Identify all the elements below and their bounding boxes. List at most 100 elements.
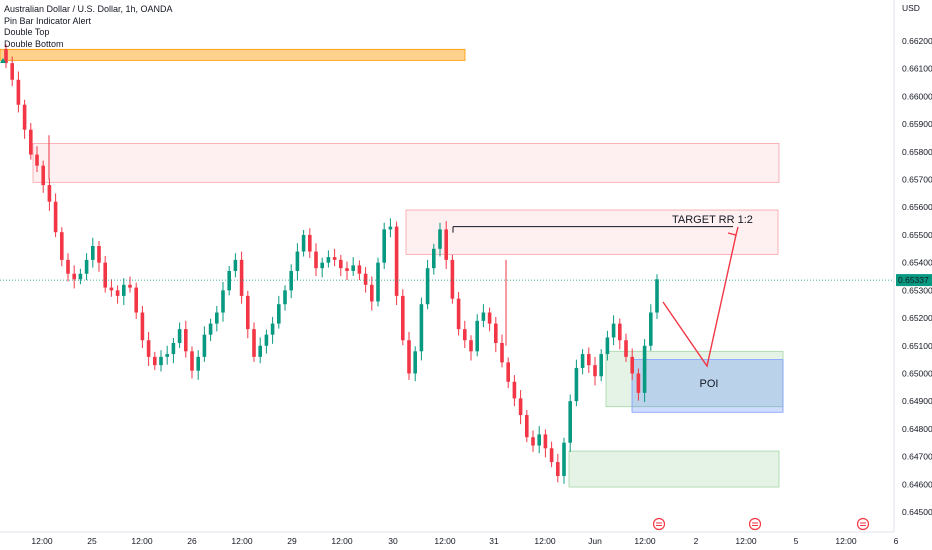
candle-body[interactable] bbox=[122, 284, 126, 296]
indicator-pin-bar[interactable]: Pin Bar Indicator Alert bbox=[4, 15, 92, 26]
candle-body[interactable] bbox=[655, 279, 659, 313]
candle-body[interactable] bbox=[91, 246, 95, 260]
candle-body[interactable] bbox=[146, 340, 151, 357]
candle-body[interactable] bbox=[115, 290, 120, 296]
candle-body[interactable] bbox=[351, 265, 355, 271]
candle-body[interactable] bbox=[574, 367, 579, 402]
candle-body[interactable] bbox=[289, 270, 293, 291]
candle-body[interactable] bbox=[531, 437, 535, 446]
candle-body[interactable] bbox=[413, 351, 417, 374]
candle-body[interactable] bbox=[295, 251, 300, 271]
candle-body[interactable] bbox=[580, 354, 585, 368]
candle-body[interactable] bbox=[370, 284, 374, 302]
candle-body[interactable] bbox=[537, 434, 541, 446]
candle-body[interactable] bbox=[140, 312, 145, 341]
candle-body[interactable] bbox=[10, 63, 14, 80]
candle-body[interactable] bbox=[345, 268, 349, 271]
poi-green-zone[interactable] bbox=[605, 350, 784, 408]
candle-body[interactable] bbox=[487, 312, 492, 324]
candle-body[interactable] bbox=[469, 340, 473, 352]
candle-body[interactable] bbox=[97, 246, 101, 263]
candle-body[interactable] bbox=[456, 298, 461, 330]
candle-body[interactable] bbox=[320, 262, 324, 269]
candle-body[interactable] bbox=[134, 287, 138, 313]
candle-body[interactable] bbox=[246, 295, 250, 330]
candle-body[interactable] bbox=[506, 362, 510, 382]
candle-body[interactable] bbox=[618, 323, 622, 341]
candle-body[interactable] bbox=[196, 356, 200, 371]
us-flag-icon[interactable] bbox=[856, 517, 870, 531]
candle-body[interactable] bbox=[41, 165, 45, 186]
candle-body[interactable] bbox=[339, 259, 343, 269]
candle-body[interactable] bbox=[72, 273, 76, 280]
candle-body[interactable] bbox=[425, 268, 430, 305]
candle-body[interactable] bbox=[394, 226, 399, 296]
candle-body[interactable] bbox=[171, 342, 176, 355]
us-flag-icon[interactable] bbox=[748, 517, 762, 531]
candle-body[interactable] bbox=[29, 129, 33, 155]
candle-body[interactable] bbox=[450, 259, 455, 299]
candle-body[interactable] bbox=[438, 229, 442, 249]
candle-body[interactable] bbox=[556, 462, 560, 476]
candle-body[interactable] bbox=[252, 329, 256, 357]
target-zone[interactable] bbox=[405, 209, 779, 255]
candle-body[interactable] bbox=[636, 373, 641, 393]
candle-body[interactable] bbox=[4, 49, 8, 64]
candle-body[interactable] bbox=[630, 356, 634, 374]
candle-body[interactable] bbox=[22, 104, 27, 130]
candle-body[interactable] bbox=[593, 365, 597, 377]
candle-body[interactable] bbox=[202, 334, 207, 357]
candle-body[interactable] bbox=[221, 290, 225, 313]
candle-body[interactable] bbox=[177, 329, 182, 343]
candle-body[interactable] bbox=[475, 320, 479, 352]
candle-body[interactable] bbox=[233, 259, 238, 271]
candle-body[interactable] bbox=[109, 287, 114, 291]
candle-body[interactable] bbox=[35, 154, 39, 166]
candle-body[interactable] bbox=[444, 229, 448, 260]
candle-body[interactable] bbox=[463, 329, 467, 341]
candle-body[interactable] bbox=[500, 342, 504, 363]
candle-body[interactable] bbox=[208, 323, 213, 335]
candle-body[interactable] bbox=[277, 304, 281, 324]
demand-zone[interactable] bbox=[568, 450, 780, 488]
candle-body[interactable] bbox=[624, 340, 628, 357]
candle-body[interactable] bbox=[53, 201, 58, 233]
candle-body[interactable] bbox=[227, 270, 231, 291]
candle-body[interactable] bbox=[376, 262, 380, 302]
candle-body[interactable] bbox=[605, 337, 610, 355]
supply-zone[interactable] bbox=[32, 143, 780, 183]
candle-body[interactable] bbox=[587, 354, 591, 366]
symbol-title[interactable]: Australian Dollar / U.S. Dollar, 1h, OAN… bbox=[4, 4, 173, 14]
resistance-zone[interactable] bbox=[0, 48, 466, 61]
candle-body[interactable] bbox=[270, 323, 275, 335]
candle-body[interactable] bbox=[301, 234, 306, 252]
candle-body[interactable] bbox=[388, 226, 393, 230]
candle-body[interactable] bbox=[84, 259, 89, 274]
candle-body[interactable] bbox=[47, 185, 52, 202]
candle-body[interactable] bbox=[332, 257, 337, 260]
indicator-double-top[interactable]: Double Top bbox=[4, 27, 50, 37]
candle-body[interactable] bbox=[562, 442, 566, 476]
candle-body[interactable] bbox=[357, 265, 362, 274]
poi-blue-zone[interactable] bbox=[631, 359, 784, 413]
candle-body[interactable] bbox=[382, 229, 386, 263]
candle-body[interactable] bbox=[432, 248, 436, 269]
candle-body[interactable] bbox=[326, 257, 331, 263]
candle-body[interactable] bbox=[239, 259, 244, 296]
candle-body[interactable] bbox=[543, 434, 548, 449]
candle-body[interactable] bbox=[363, 273, 368, 285]
candle-body[interactable] bbox=[407, 340, 411, 374]
candle-body[interactable] bbox=[481, 312, 486, 321]
candle-body[interactable] bbox=[512, 381, 517, 399]
candle-body[interactable] bbox=[525, 415, 529, 438]
candle-body[interactable] bbox=[549, 448, 554, 463]
candle-body[interactable] bbox=[599, 354, 603, 377]
candle-body[interactable] bbox=[153, 356, 157, 366]
candle-body[interactable] bbox=[264, 334, 269, 346]
candle-body[interactable] bbox=[419, 304, 424, 352]
candle-body[interactable] bbox=[258, 345, 262, 357]
candle-body[interactable] bbox=[283, 290, 287, 305]
candle-body[interactable] bbox=[66, 259, 70, 274]
candle-body[interactable] bbox=[518, 398, 523, 416]
candle-body[interactable] bbox=[16, 79, 21, 105]
